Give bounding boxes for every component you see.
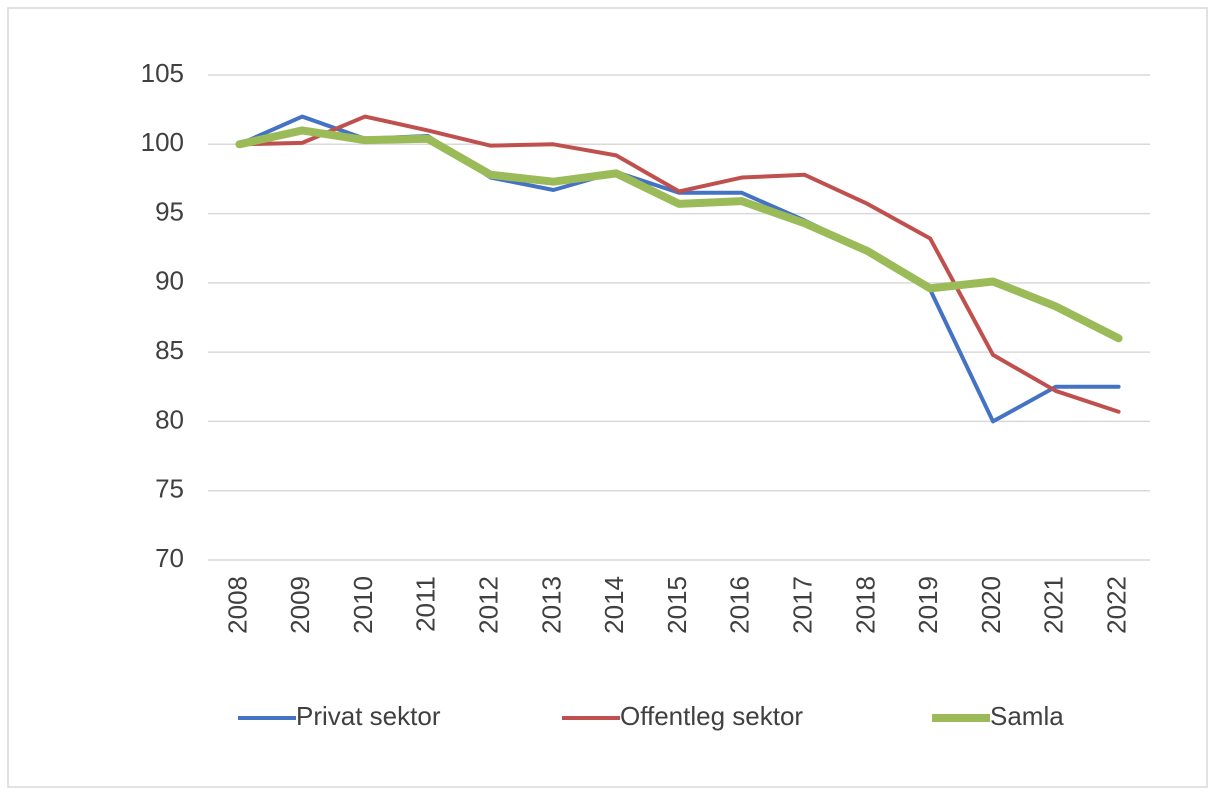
y-tick-label: 80 [155,404,184,434]
series-line [237,114,1121,414]
x-tick-label: 2008 [222,576,252,634]
y-tick-label: 90 [155,266,184,296]
x-tick-label: 2012 [473,576,503,634]
x-tick-label: 2014 [599,576,629,634]
legend-label: Samla [990,701,1064,731]
y-tick-label: 75 [155,474,184,504]
x-tick-label: 2019 [913,576,943,634]
series-line [235,126,1123,343]
x-tick-label: 2015 [662,576,692,634]
y-tick-label: 70 [155,543,184,573]
y-tick-label: 105 [141,58,184,88]
x-tick-label: 2022 [1101,576,1131,634]
legend-label: Privat sektor [296,701,441,731]
x-tick-label: 2016 [725,576,755,634]
y-tick-label: 85 [155,335,184,365]
x-tick-label: 2013 [536,576,566,634]
x-tick-label: 2021 [1039,576,1069,634]
y-tick-label: 95 [155,196,184,226]
legend-label: Offentleg sektor [620,701,803,731]
x-tick-label: 2020 [976,576,1006,634]
x-tick-label: 2011 [411,576,441,632]
chart-frame [7,7,1208,788]
x-tick-label: 2009 [285,576,315,634]
x-tick-label: 2017 [787,576,817,634]
y-tick-label: 100 [141,127,184,157]
x-tick-label: 2018 [850,576,880,634]
x-tick-label: 2010 [348,576,378,634]
